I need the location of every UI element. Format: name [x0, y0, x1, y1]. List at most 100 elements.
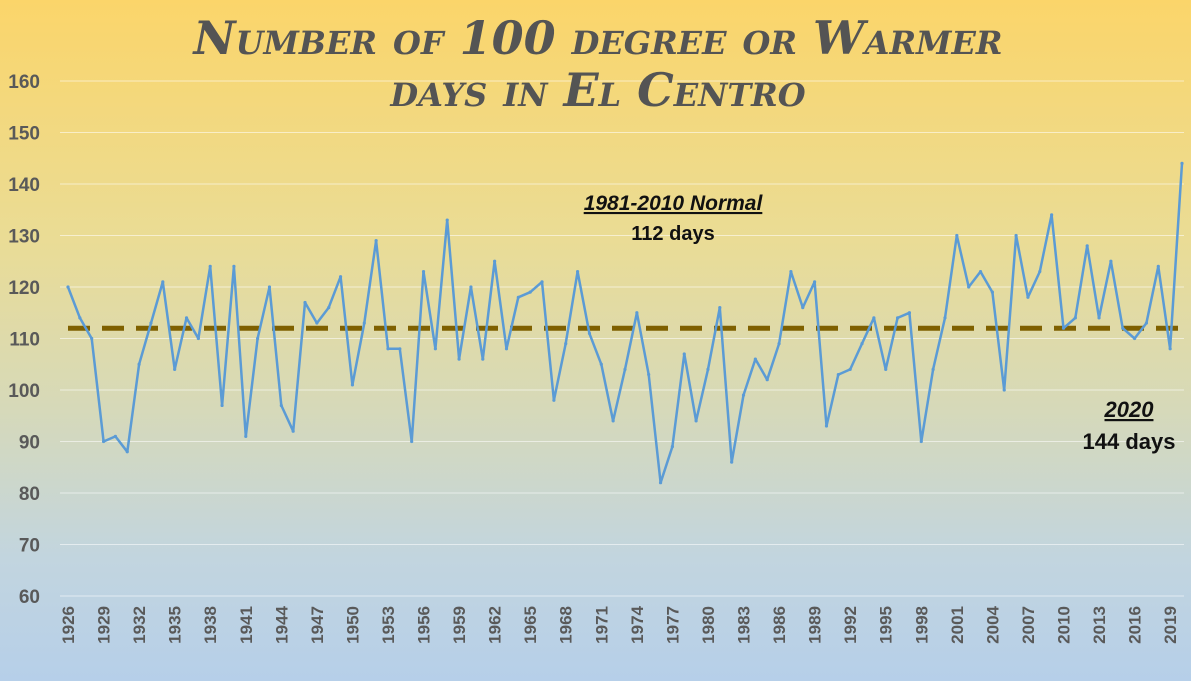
data-point — [777, 342, 781, 346]
data-point — [421, 269, 426, 274]
data-point — [540, 280, 544, 284]
data-point — [635, 311, 639, 315]
data-point — [907, 311, 912, 315]
x-tick-label: 1953 — [379, 606, 398, 644]
normal-annotation-value: 112 days — [631, 223, 714, 245]
x-tick-label: 1938 — [201, 606, 220, 644]
data-point — [196, 336, 200, 341]
data-point — [256, 336, 260, 341]
x-tick-label: 1932 — [130, 606, 149, 644]
data-point — [516, 295, 520, 299]
x-tick-label: 1983 — [735, 606, 754, 644]
data-point — [1109, 259, 1113, 263]
data-point — [587, 331, 592, 335]
latest-annotation-value: 144 days — [1083, 429, 1176, 454]
data-point — [232, 264, 236, 268]
x-tick-label: 1971 — [592, 606, 611, 644]
data-point — [350, 383, 355, 387]
x-tick-label: 1935 — [166, 606, 185, 644]
data-point — [990, 290, 994, 294]
data-point — [493, 259, 497, 263]
data-point — [848, 367, 852, 371]
data-point — [1050, 213, 1054, 217]
y-tick-label: 100 — [8, 381, 40, 402]
data-point — [599, 362, 603, 366]
data-point — [410, 439, 414, 444]
annotations: 1981-2010 Normal 112 days 2020 144 days — [584, 192, 1176, 454]
data-point — [765, 378, 769, 382]
title-line-1: Number of 100 degree or Warmer — [192, 11, 1003, 65]
y-tick-label: 90 — [19, 433, 40, 454]
data-point — [931, 367, 935, 371]
data-point — [1014, 233, 1018, 238]
x-tick-label: 2016 — [1126, 606, 1145, 644]
data-point — [1144, 321, 1149, 325]
x-tick-label: 1929 — [95, 606, 114, 644]
data-point — [611, 419, 615, 423]
x-tick-label: 1959 — [450, 606, 469, 644]
data-point — [244, 434, 248, 438]
y-tick-label: 120 — [8, 278, 40, 299]
x-tick-label: 2004 — [983, 605, 1002, 643]
data-point — [161, 280, 165, 284]
data-point — [836, 372, 840, 377]
y-tick-label: 60 — [19, 587, 40, 608]
data-point — [327, 306, 331, 310]
x-tick-label: 1989 — [806, 606, 825, 644]
x-tick-label: 1998 — [912, 606, 931, 644]
data-point — [1061, 326, 1066, 330]
y-tick-label: 110 — [9, 330, 40, 351]
x-tick-label: 1950 — [343, 606, 362, 644]
y-tick-label: 130 — [8, 227, 40, 248]
data-point — [1002, 388, 1006, 392]
y-tick-label: 160 — [8, 72, 40, 93]
data-point — [362, 321, 366, 325]
data-point — [184, 316, 189, 320]
data-point — [303, 300, 307, 305]
data-point — [173, 367, 177, 371]
data-point — [1168, 347, 1172, 351]
data-point — [149, 321, 153, 325]
data-point — [279, 403, 283, 408]
data-point — [623, 367, 627, 371]
data-point — [682, 352, 686, 356]
y-tick-label: 140 — [8, 175, 40, 196]
data-point — [824, 424, 829, 428]
data-point — [315, 321, 319, 325]
x-tick-label: 1956 — [415, 606, 434, 644]
data-point — [504, 347, 509, 351]
y-tick-label: 70 — [19, 536, 40, 557]
data-point — [1180, 161, 1184, 165]
data-point — [670, 445, 675, 449]
data-point — [895, 316, 900, 320]
data-point — [967, 285, 971, 289]
x-tick-label: 1974 — [628, 605, 647, 643]
data-points — [66, 161, 1184, 485]
data-point — [1026, 295, 1030, 299]
data-point — [694, 419, 698, 423]
data-point — [398, 347, 402, 351]
data-point — [445, 218, 449, 222]
data-point — [801, 306, 805, 310]
latest-annotation-title: 2020 — [1104, 397, 1155, 422]
data-point — [457, 357, 461, 361]
data-point — [291, 429, 295, 433]
data-point — [943, 316, 947, 320]
x-tick-label: 1986 — [770, 606, 789, 644]
gridlines — [60, 80, 1184, 597]
y-tick-label: 80 — [19, 484, 40, 505]
data-point — [706, 367, 710, 371]
data-point — [919, 439, 923, 444]
x-tick-label: 2001 — [948, 606, 967, 644]
data-point — [552, 398, 556, 402]
data-point — [860, 342, 864, 346]
data-point — [564, 342, 568, 346]
normal-annotation-title: 1981-2010 Normal — [584, 192, 764, 215]
data-point — [575, 269, 580, 274]
data-point — [433, 347, 437, 351]
data-point — [78, 316, 82, 320]
data-point — [374, 239, 378, 243]
x-tick-label: 2007 — [1019, 606, 1038, 644]
data-point — [1132, 336, 1137, 341]
